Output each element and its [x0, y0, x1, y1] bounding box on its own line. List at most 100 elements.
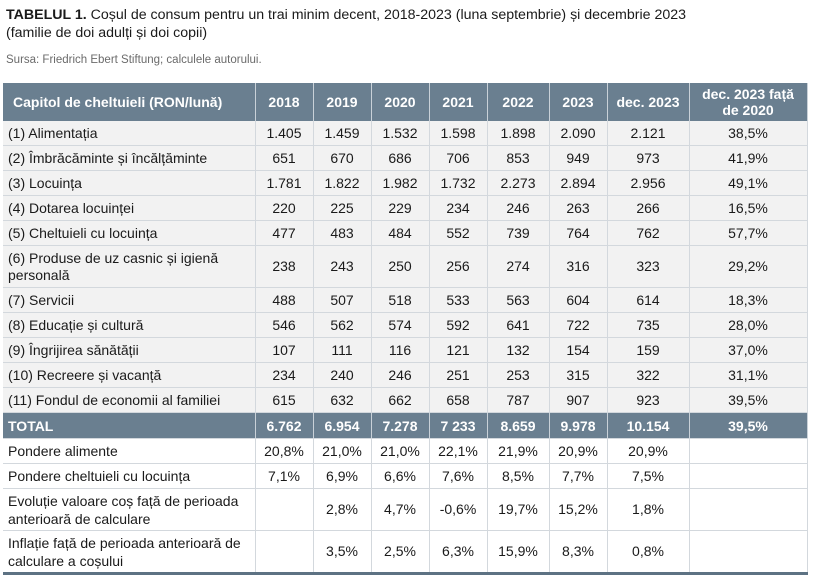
- table-row: (10) Recreere și vacanță 234 240 246 251 253 3…: [3, 362, 808, 388]
- table-row: (7) Servicii 488 507 518 533 563 604 614 18,3%: [3, 287, 808, 313]
- cell-2019: 1.822: [313, 170, 372, 196]
- cell-2019: 240: [313, 362, 372, 388]
- cell-2021: 552: [429, 220, 488, 246]
- cell-2018: 477: [255, 220, 314, 246]
- cell-2023: 7,7%: [549, 463, 608, 489]
- cell-category: (2) Îmbrăcăminte și încălțăminte: [3, 145, 256, 171]
- cell-2022: 132: [487, 337, 550, 363]
- cell-2019: 3,5%: [313, 530, 372, 575]
- table-caption: Coșul de consum pentru un trai minim dec…: [86, 7, 687, 23]
- cell-2020: 484: [371, 220, 430, 246]
- cell-change-vs-2020: 39,5%: [689, 387, 808, 413]
- cell-2021: -0,6%: [429, 488, 488, 531]
- header-category: Capitol de cheltuieli (RON/lună): [3, 83, 256, 121]
- source-note: Sursa: Friedrich Ebert Stiftung; calcule…: [6, 54, 262, 66]
- cell-2020: 662: [371, 387, 430, 413]
- cell-2022: 246: [487, 195, 550, 221]
- cell-2018: 20,8%: [255, 438, 314, 464]
- cell-2022: 19,7%: [487, 488, 550, 531]
- cell-2021: 658: [429, 387, 488, 413]
- cell-2022: 1.898: [487, 121, 550, 146]
- cell-2021: 7,6%: [429, 463, 488, 489]
- cell-2019: 670: [313, 145, 372, 171]
- cell-2019: 632: [313, 387, 372, 413]
- cell-2020: 686: [371, 145, 430, 171]
- header-2019: 2019: [313, 83, 372, 121]
- cell-2022: 15,9%: [487, 530, 550, 575]
- cell-2021: 706: [429, 145, 488, 171]
- table-row: (3) Locuința 1.781 1.822 1.982 1.732 2.273 2.8…: [3, 170, 808, 196]
- table-row: (2) Îmbrăcăminte și încălțăminte 651 670 68…: [3, 145, 808, 171]
- cell-2020: 574: [371, 312, 430, 338]
- cell-2022: 274: [487, 245, 550, 288]
- cell-change-vs-2020: 31,1%: [689, 362, 808, 388]
- cell-category: (9) Îngrijirea sănătății: [3, 337, 256, 363]
- cell-2019: 2,8%: [313, 488, 372, 531]
- cell-2023: 764: [549, 220, 608, 246]
- cell-2019: 6,9%: [313, 463, 372, 489]
- cell-2023: 949: [549, 145, 608, 171]
- cell-change-vs-2020: 16,5%: [689, 195, 808, 221]
- cell-2023: 722: [549, 312, 608, 338]
- cell-2018: 488: [255, 287, 314, 313]
- cell-category: (3) Locuința: [3, 170, 256, 196]
- cell-category: (11) Fondul de economii al familiei: [3, 387, 256, 413]
- cell-2021: 1.598: [429, 121, 488, 146]
- table-caption-line2: (familie de doi adulți și doi copii): [6, 25, 208, 41]
- cell-2023: 263: [549, 195, 608, 221]
- cell-2021: 533: [429, 287, 488, 313]
- cell-category: (7) Servicii: [3, 287, 256, 313]
- cell-category: (10) Recreere și vacanță: [3, 362, 256, 388]
- cell-2021: 234: [429, 195, 488, 221]
- cell-2019: 21,0%: [313, 438, 372, 464]
- cell-change-vs-2020: 28,0%: [689, 312, 808, 338]
- cell-category: (5) Cheltuieli cu locuința: [3, 220, 256, 246]
- cell-dec-2023: 2.121: [607, 121, 690, 146]
- cell-2019: 111: [313, 337, 372, 363]
- table-row: (4) Dotarea locuinței 220 225 229 234 246 263 2…: [3, 195, 808, 221]
- consumption-basket-table: Capitol de cheltuieli (RON/lună) 2018 20…: [3, 83, 808, 575]
- cell-2021: 1.732: [429, 170, 488, 196]
- cell-2020: 6,6%: [371, 463, 430, 489]
- cell-dec-2023: 323: [607, 245, 690, 288]
- cell-2021: 121: [429, 337, 488, 363]
- cell-2018: 615: [255, 387, 314, 413]
- cell-2022: 8,5%: [487, 463, 550, 489]
- header-2023: 2023: [549, 83, 608, 121]
- cell-2020: 229: [371, 195, 430, 221]
- cell-2018: [255, 530, 314, 575]
- cell-dec-2023: 322: [607, 362, 690, 388]
- cell-2019: 243: [313, 245, 372, 288]
- cell-change-vs-2020: 49,1%: [689, 170, 808, 196]
- cell-dec-2023: 159: [607, 337, 690, 363]
- cell-2020: 250: [371, 245, 430, 288]
- cell-2023: 316: [549, 245, 608, 288]
- cell-2018: [255, 488, 314, 531]
- cell-dec-2023: 7,5%: [607, 463, 690, 489]
- header-2022: 2022: [487, 83, 550, 121]
- cell-2020: 21,0%: [371, 438, 430, 464]
- cell-category: Pondere cheltuieli cu locuința: [3, 463, 256, 489]
- cell-change-vs-2020: 38,5%: [689, 121, 808, 146]
- cell-dec-2023: 0,8%: [607, 530, 690, 575]
- header-dec-2023: dec. 2023: [607, 83, 690, 121]
- cell-category: (1) Alimentația: [3, 121, 256, 146]
- cell-2019: 1.459: [313, 121, 372, 146]
- header-2018: 2018: [255, 83, 314, 121]
- cell-2023: 907: [549, 387, 608, 413]
- cell-category: (8) Educație și cultură: [3, 312, 256, 338]
- cell-2019: 483: [313, 220, 372, 246]
- cell-2019: 507: [313, 287, 372, 313]
- cell-dec-2023: 2.956: [607, 170, 690, 196]
- cell-2019: 562: [313, 312, 372, 338]
- header-2020: 2020: [371, 83, 430, 121]
- cell-dec-2023: 1,8%: [607, 488, 690, 531]
- header-2021: 2021: [429, 83, 488, 121]
- cell-category: Evoluție valoare coș față de perioada an…: [3, 488, 256, 531]
- cell-2020: 4,7%: [371, 488, 430, 531]
- cell-2022: 2.273: [487, 170, 550, 196]
- cell-change-vs-2020: 57,7%: [689, 220, 808, 246]
- total-row: TOTAL 6.762 6.954 7.278 7 233 8.659 9.978 10.15…: [3, 412, 808, 439]
- cell-2023: 315: [549, 362, 608, 388]
- cell-2022: 641: [487, 312, 550, 338]
